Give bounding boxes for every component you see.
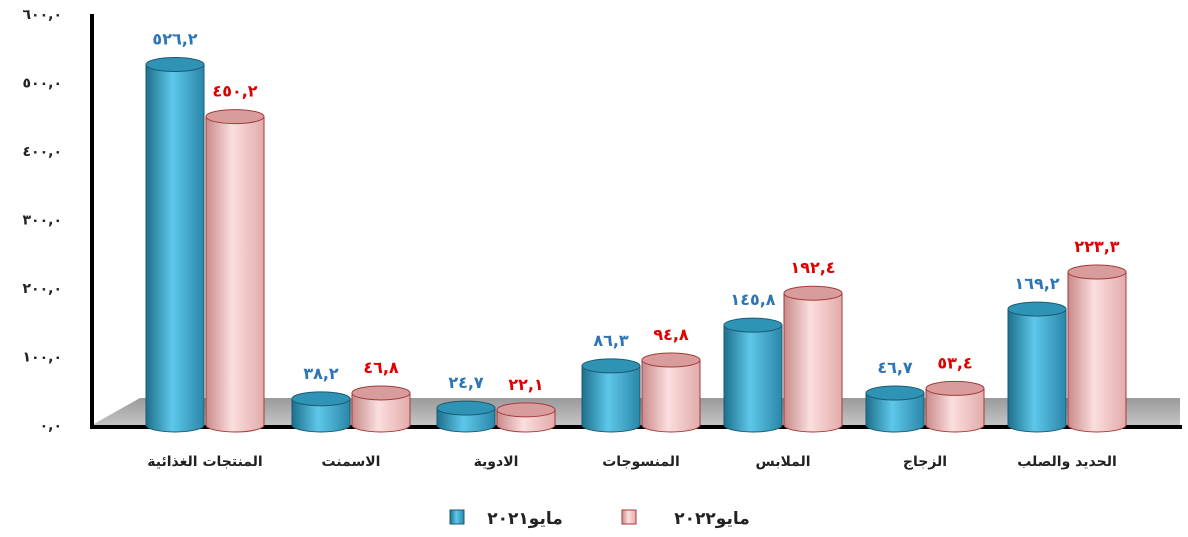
bar-body [1007, 308, 1067, 433]
bar [641, 352, 701, 433]
bar-body [865, 392, 925, 433]
y-tick-label: ٢٠٠,٠ [23, 281, 63, 297]
x-category-label: الاسمنت [322, 454, 381, 470]
bar-top [436, 400, 496, 416]
x-category-label: الادوية [474, 454, 519, 470]
bar-top [1067, 264, 1127, 280]
bar-top [723, 317, 783, 333]
x-category-label: الملابس [755, 454, 810, 470]
bar-body [925, 387, 985, 433]
data-label: ٢٢٣,٣ [1074, 237, 1119, 256]
legend: مايو٢٠٢١ مايو٢٠٢٢ [449, 509, 750, 529]
data-label: ٨٦,٣ [593, 331, 629, 350]
bar-top [641, 352, 701, 368]
bar [436, 400, 496, 433]
bar [1007, 301, 1067, 433]
bar [1067, 264, 1127, 433]
data-label: ٢٢,١ [508, 375, 543, 394]
y-tick-label: ٤٠٠,٠ [23, 144, 63, 160]
legend-swatch [621, 509, 637, 525]
bar-body [1067, 271, 1127, 433]
data-label: ٩٤,٨ [653, 325, 689, 344]
data-label: ٥٢٦,٢ [152, 30, 197, 49]
legend-swatch [449, 509, 465, 525]
bar-body [783, 292, 843, 433]
y-tick-label: ٥٠٠,٠ [23, 76, 63, 92]
data-label: ١٦٩,٢ [1014, 274, 1059, 293]
x-category-label: الزجاج [903, 454, 947, 470]
bar-body [291, 398, 351, 433]
bar [865, 385, 925, 433]
x-category-label: المنتجات الغذائية [147, 454, 262, 470]
legend-label: مايو٢٠٢١ [487, 509, 562, 529]
bar-top [783, 285, 843, 301]
data-label: ٢٤,٧ [448, 373, 484, 392]
data-label: ٤٦,٧ [877, 358, 913, 377]
x-category-label: المنسوجات [602, 454, 680, 470]
bar-top [205, 109, 265, 125]
bar [351, 385, 411, 433]
bar-top [291, 391, 351, 407]
y-axis-ticks: ٠,٠ ١٠٠,٠ ٢٠٠,٠ ٣٠٠,٠ ٤٠٠,٠ ٥٠٠,٠ ٦٠٠,٠ [23, 7, 63, 434]
y-tick-label: ٣٠٠,٠ [23, 213, 63, 229]
bar-top [145, 57, 205, 73]
y-tick-label: ٦٠٠,٠ [23, 7, 63, 23]
bar-top [1007, 301, 1067, 317]
bar [723, 317, 783, 433]
bar-top [351, 385, 411, 401]
data-labels: ٥٢٦,٢ ٤٥٠,٢ ٣٨,٢ ٤٦,٨ ٢٤,٧ ٢٢,١ ٨٦,٣ ٩٤,٨ ١٤٥,٨ ١… [152, 30, 1119, 394]
y-tick-label: ١٠٠,٠ [23, 350, 63, 366]
bar-body [723, 324, 783, 433]
bar-top [865, 385, 925, 401]
bar-top [496, 402, 556, 418]
bar [291, 391, 351, 433]
bar-body [145, 64, 205, 433]
bar [205, 109, 265, 433]
bar [496, 402, 556, 433]
data-label: ٤٦,٨ [363, 358, 399, 377]
bar [925, 380, 985, 433]
legend-label: مايو٢٠٢٢ [674, 509, 749, 529]
x-category-label: الحديد والصلب [1017, 454, 1117, 470]
data-label: ١٩٢,٤ [790, 258, 835, 277]
data-label: ٤٥٠,٢ [212, 82, 257, 101]
data-label: ٣٨,٢ [303, 364, 339, 383]
bar [581, 358, 641, 433]
bar-body [581, 365, 641, 433]
bar-top [925, 380, 985, 396]
x-axis-categories: المنتجات الغذائية الاسمنت الادوية المنسوجات… [147, 454, 1117, 470]
data-label: ٥٣,٤ [937, 353, 972, 372]
y-tick-label: ٠,٠ [40, 418, 62, 434]
bar-body [205, 116, 265, 433]
bars [145, 57, 1127, 433]
bar-body [351, 392, 411, 433]
bar-top [581, 358, 641, 374]
bar [145, 57, 205, 433]
bar [783, 285, 843, 433]
bar-body [641, 359, 701, 433]
data-label: ١٤٥,٨ [730, 290, 775, 309]
